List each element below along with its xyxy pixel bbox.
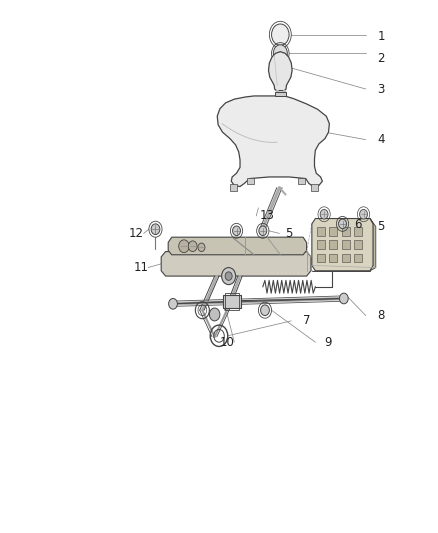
Polygon shape: [217, 96, 329, 187]
Circle shape: [273, 45, 287, 62]
Circle shape: [233, 226, 240, 236]
Circle shape: [261, 305, 269, 316]
Text: 3: 3: [378, 83, 385, 95]
Circle shape: [169, 298, 177, 309]
Text: 8: 8: [378, 309, 385, 322]
Circle shape: [277, 49, 284, 58]
Bar: [298, 178, 305, 184]
Circle shape: [272, 24, 289, 45]
Circle shape: [188, 241, 197, 252]
Circle shape: [151, 224, 160, 235]
Circle shape: [339, 219, 346, 229]
Bar: [342, 240, 350, 249]
Bar: [225, 293, 239, 310]
Bar: [247, 178, 254, 184]
Bar: [223, 295, 241, 308]
Bar: [329, 254, 337, 262]
Text: 2: 2: [377, 52, 385, 65]
Bar: [342, 227, 350, 236]
Circle shape: [225, 272, 232, 280]
Bar: [342, 254, 350, 262]
Polygon shape: [168, 237, 307, 255]
Bar: [329, 227, 337, 236]
Circle shape: [179, 240, 189, 253]
Text: 13: 13: [260, 209, 275, 222]
Text: 12: 12: [128, 227, 143, 240]
Text: 7: 7: [303, 314, 311, 327]
Bar: [354, 227, 362, 236]
Bar: [354, 240, 362, 249]
Bar: [317, 254, 325, 262]
Bar: [317, 227, 325, 236]
Text: 10: 10: [219, 336, 234, 349]
Bar: [317, 240, 325, 249]
Polygon shape: [312, 219, 373, 271]
Text: 9: 9: [324, 336, 332, 349]
Bar: [311, 184, 318, 191]
Polygon shape: [370, 219, 376, 271]
Circle shape: [198, 243, 205, 252]
Text: 11: 11: [134, 261, 148, 274]
Text: 5: 5: [286, 227, 293, 240]
Text: 6: 6: [354, 219, 362, 231]
Circle shape: [259, 226, 267, 236]
Circle shape: [209, 308, 220, 321]
Circle shape: [360, 209, 367, 219]
Polygon shape: [268, 52, 292, 91]
Text: 5: 5: [378, 220, 385, 233]
Circle shape: [320, 209, 328, 219]
Text: 4: 4: [377, 133, 385, 146]
Text: 1: 1: [377, 30, 385, 43]
Bar: [230, 184, 237, 191]
Polygon shape: [161, 252, 311, 276]
Circle shape: [275, 28, 286, 42]
Circle shape: [339, 293, 348, 304]
Circle shape: [222, 268, 236, 285]
Bar: [329, 240, 337, 249]
Bar: [354, 254, 362, 262]
Bar: [275, 92, 286, 96]
